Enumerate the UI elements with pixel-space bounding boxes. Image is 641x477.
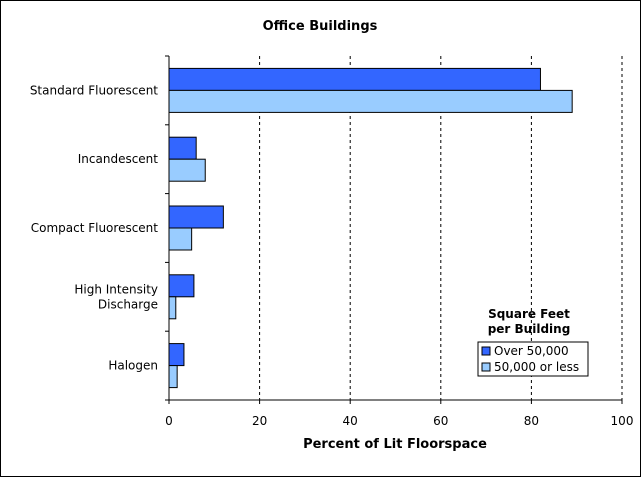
legend-swatch xyxy=(481,362,491,372)
legend-item: 50,000 or less xyxy=(494,360,579,374)
bar-0-4 xyxy=(168,343,185,367)
category-label: Halogen xyxy=(108,359,158,373)
x-tick-label: 0 xyxy=(165,414,173,428)
bars xyxy=(168,67,573,389)
bar-1-0 xyxy=(168,89,573,113)
axes xyxy=(165,55,623,404)
bar-1-4 xyxy=(168,365,178,389)
category-label: Compact Fluorescent xyxy=(31,221,159,235)
category-label: Incandescent xyxy=(78,152,159,166)
x-tick-label: 60 xyxy=(433,414,448,428)
bar-1-3 xyxy=(168,296,177,320)
bar-1-1 xyxy=(168,158,206,182)
x-tick-label: 100 xyxy=(611,414,634,428)
bar-0-1 xyxy=(168,136,197,160)
x-tick-label: 20 xyxy=(252,414,267,428)
x-tick-label: 40 xyxy=(343,414,358,428)
category-label: High Intensity xyxy=(74,282,158,296)
category-label: Discharge xyxy=(98,297,158,311)
bar-0-0 xyxy=(168,67,541,91)
legend-swatch xyxy=(481,346,491,356)
bar-0-2 xyxy=(168,205,224,229)
legend-box xyxy=(477,341,589,377)
legend-item: Over 50,000 xyxy=(494,344,569,358)
bar-1-2 xyxy=(168,227,193,251)
tick-labels: 0 20 40 60 80 100 xyxy=(165,414,633,428)
x-tick-label: 80 xyxy=(524,414,539,428)
legend-title: per Building xyxy=(488,322,571,336)
legend-title: Square Feet xyxy=(488,307,570,321)
chart-title: Office Buildings xyxy=(263,19,378,34)
x-axis-label: Percent of Lit Floorspace xyxy=(303,437,487,452)
category-label: Standard Fluorescent xyxy=(30,83,158,97)
category-labels: Standard Fluorescent Incandescent Compact … xyxy=(30,83,158,372)
bar-0-3 xyxy=(168,274,195,298)
